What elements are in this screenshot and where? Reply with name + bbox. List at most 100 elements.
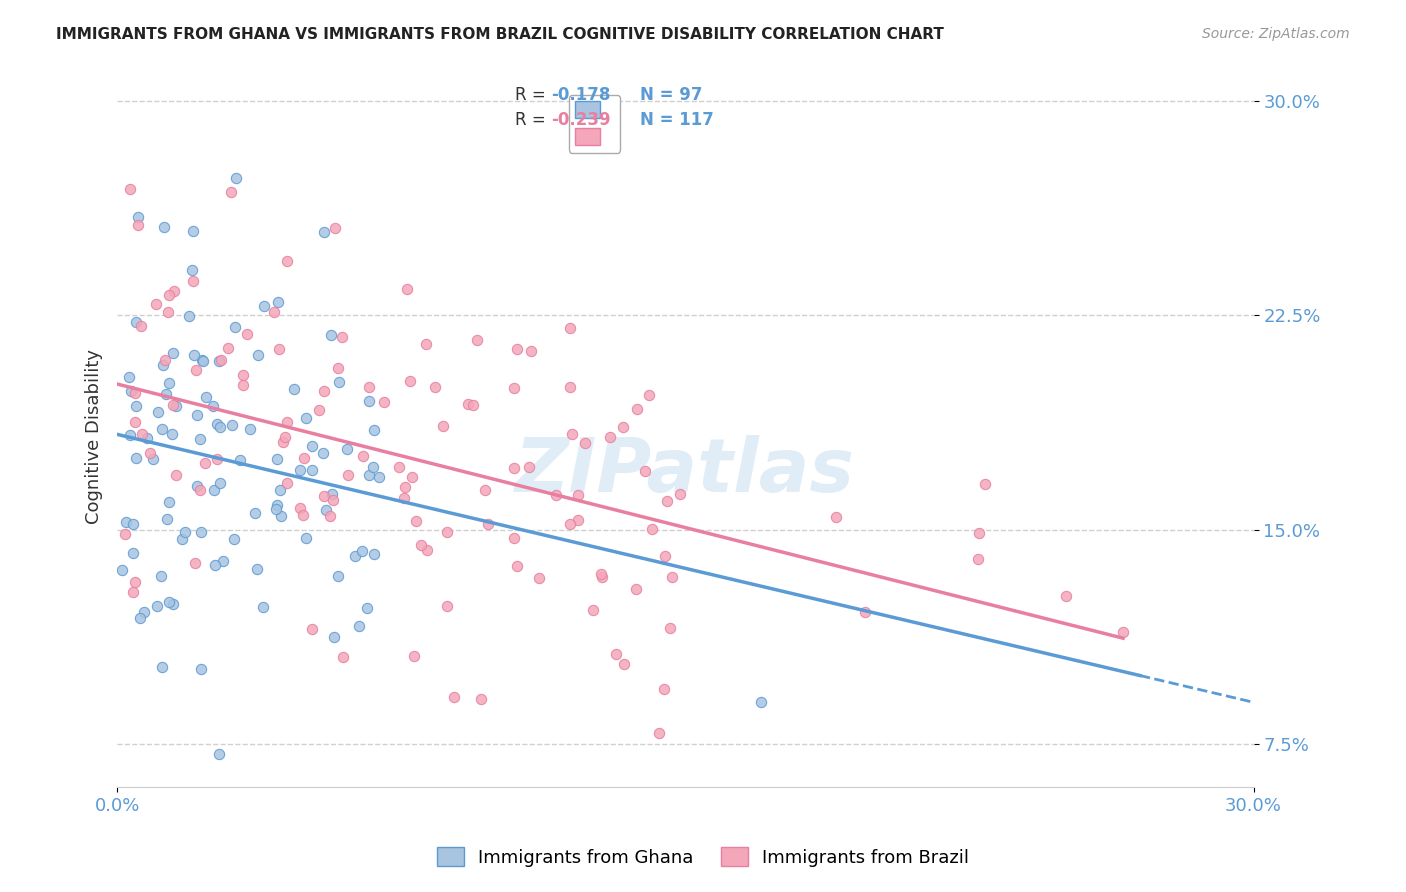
Point [166,399,188,413]
Point [395,282,418,296]
Point [405,514,427,528]
Point [152,219,174,234]
Point [276,253,298,268]
Point [162,598,184,612]
Point [184,556,207,570]
Point [561,427,583,442]
Point [605,647,627,661]
Point [336,442,359,456]
Point [398,374,420,388]
Point [301,463,323,477]
Point [350,544,373,558]
Point [232,368,254,382]
Point [245,506,267,520]
Text: IMMIGRANTS FROM GHANA VS IMMIGRANTS FROM BRAZIL COGNITIVE DISABILITY CORRELATION: IMMIGRANTS FROM GHANA VS IMMIGRANTS FROM… [56,27,943,42]
Point [263,304,285,318]
Point [654,549,676,563]
Point [146,599,169,613]
Point [190,662,212,676]
Point [292,451,315,466]
Point [409,538,432,552]
Point [392,491,415,505]
Point [152,358,174,372]
Point [162,346,184,360]
Point [125,450,148,465]
Point [321,487,343,501]
Point [1054,589,1077,603]
Point [294,411,316,425]
Point [204,558,226,573]
Point [127,211,149,225]
Point [668,486,690,500]
Point [582,603,605,617]
Point [506,343,529,357]
Point [157,288,180,302]
Point [209,419,232,434]
Point [558,516,581,531]
Point [343,549,366,563]
Point [190,524,212,539]
Point [436,525,458,540]
Point [191,353,214,368]
Point [443,690,465,704]
Point [276,415,298,429]
Point [323,630,346,644]
Legend: , : , [568,95,620,153]
Point [124,385,146,400]
Point [150,422,173,436]
Point [457,397,479,411]
Point [591,569,613,583]
Point [253,300,276,314]
Point [122,585,145,599]
Point [295,531,318,545]
Point [217,341,239,355]
Text: N = 97: N = 97 [640,87,702,104]
Point [222,532,245,546]
Point [122,516,145,531]
Point [269,483,291,497]
Point [209,352,232,367]
Point [312,490,335,504]
Point [270,509,292,524]
Point [264,502,287,516]
Point [967,552,990,566]
Point [135,431,157,445]
Point [330,330,353,344]
Point [157,495,180,509]
Point [626,402,648,417]
Point [267,294,290,309]
Point [357,380,380,394]
Point [170,532,193,546]
Point [150,660,173,674]
Point [157,595,180,609]
Point [328,376,350,390]
Point [520,344,543,359]
Point [247,348,270,362]
Point [312,226,335,240]
Point [160,427,183,442]
Point [319,328,342,343]
Point [177,309,200,323]
Point [118,181,141,195]
Point [301,622,323,636]
Point [150,568,173,582]
Point [652,682,675,697]
Text: N = 117: N = 117 [640,112,714,129]
Point [201,399,224,413]
Point [477,516,499,531]
Point [124,415,146,429]
Text: ZIPatlas: ZIPatlas [516,435,855,508]
Point [225,170,247,185]
Text: R =: R = [515,112,551,129]
Point [181,274,204,288]
Point [613,657,636,671]
Point [209,476,232,491]
Point [162,398,184,412]
Point [470,691,492,706]
Point [416,543,439,558]
Point [205,417,228,432]
Point [232,377,254,392]
Point [283,382,305,396]
Point [967,525,990,540]
Point [139,446,162,460]
